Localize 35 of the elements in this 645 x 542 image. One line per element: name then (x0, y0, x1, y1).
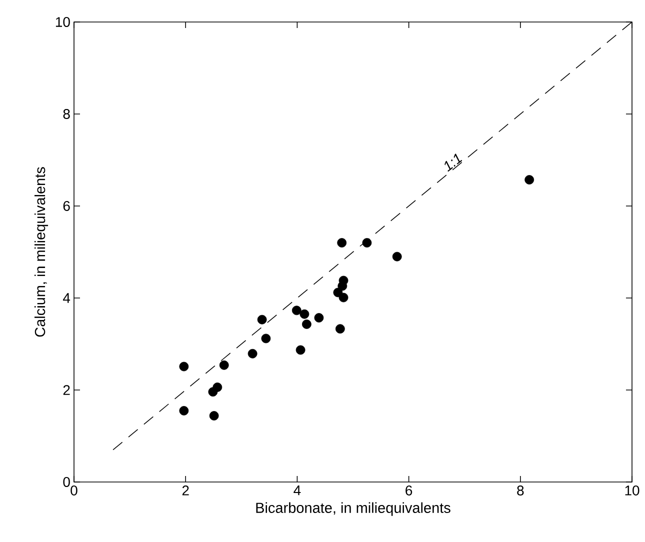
point (337, 238, 347, 248)
point (338, 292, 348, 302)
point (296, 345, 306, 355)
x-tick-label: 0 (70, 486, 78, 496)
point (219, 360, 229, 370)
point (179, 362, 189, 372)
point (338, 281, 348, 291)
point (248, 348, 258, 358)
y-tick-label: 8 (63, 109, 70, 119)
y-tick-label: 6 (63, 201, 70, 211)
point (208, 387, 218, 397)
point (302, 320, 312, 329)
x-tick-label: 8 (517, 486, 524, 496)
x-tick-label: 4 (294, 486, 301, 496)
point (362, 238, 372, 248)
point (300, 309, 310, 319)
point (261, 334, 271, 344)
point (292, 306, 302, 316)
y-tick-label: 2 (63, 385, 70, 395)
x-tick-label: 10 (625, 486, 640, 496)
point (335, 324, 345, 334)
y-tick-label: 10 (56, 17, 70, 27)
y-tick-label: 4 (62, 293, 70, 303)
x-tick-label: 2 (182, 486, 189, 496)
point (257, 314, 267, 324)
point (314, 313, 324, 322)
point (179, 406, 189, 416)
annotation: 1:1 (444, 154, 462, 172)
y-axis-title: Calcium, in miliequivalents (34, 167, 48, 337)
x-tick-label: 6 (406, 486, 412, 496)
point (209, 411, 219, 420)
point (392, 252, 402, 262)
y-tick-label: 0 (63, 477, 70, 487)
point (524, 175, 534, 184)
x-axis-title: Bicarbonate, in miliequivalents (256, 502, 450, 516)
